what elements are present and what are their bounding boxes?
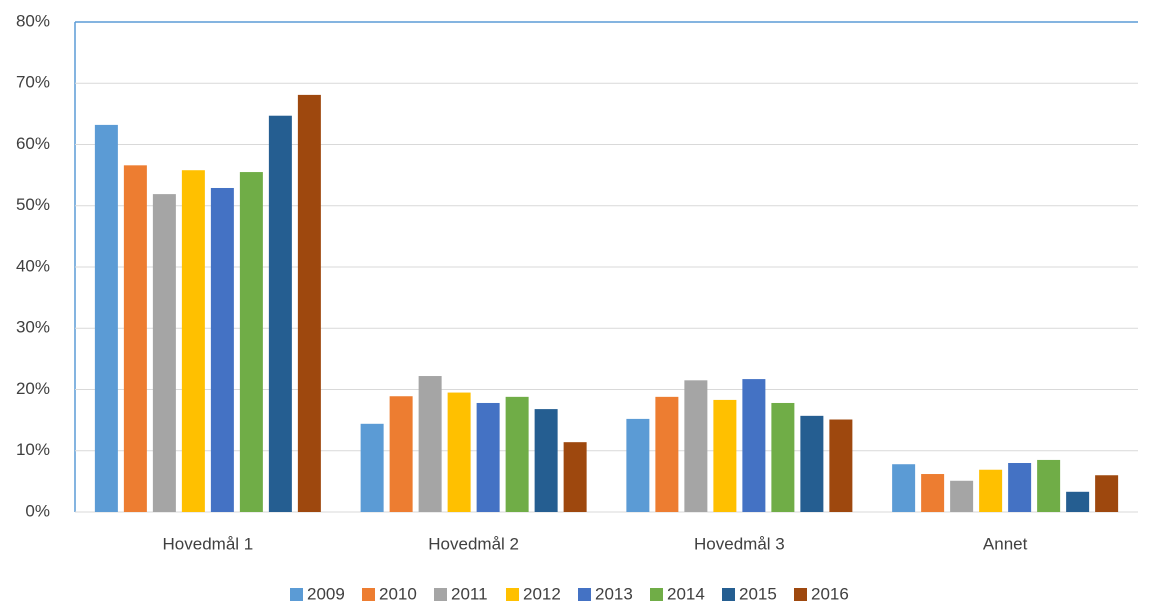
bar bbox=[123, 165, 147, 512]
legend-label: 2011 bbox=[451, 584, 488, 603]
x-tick-label: Hovedmål 1 bbox=[163, 534, 254, 553]
y-tick-label: 40% bbox=[16, 256, 50, 275]
legend-swatch bbox=[506, 588, 519, 601]
bar bbox=[1066, 491, 1090, 512]
bar bbox=[152, 194, 176, 513]
bar bbox=[360, 423, 384, 512]
legend-swatch bbox=[434, 588, 447, 601]
bar bbox=[210, 187, 234, 513]
y-tick-label: 50% bbox=[16, 195, 50, 214]
bar bbox=[1037, 459, 1061, 512]
legend-label: 2012 bbox=[523, 584, 561, 603]
bar bbox=[534, 409, 558, 512]
x-tick-label: Hovedmål 2 bbox=[428, 534, 519, 553]
bar bbox=[1095, 475, 1119, 512]
bar bbox=[771, 402, 795, 512]
y-tick-label: 20% bbox=[16, 379, 50, 398]
x-tick-label: Hovedmål 3 bbox=[694, 534, 785, 553]
bar bbox=[389, 396, 413, 512]
bar bbox=[447, 392, 471, 512]
y-tick-label: 30% bbox=[16, 318, 50, 337]
bar bbox=[505, 396, 529, 512]
legend-swatch bbox=[290, 588, 303, 601]
legend-label: 2015 bbox=[739, 584, 777, 603]
bar bbox=[742, 379, 766, 512]
bar bbox=[921, 474, 945, 512]
legend-label: 2014 bbox=[667, 584, 705, 603]
bar bbox=[950, 480, 974, 512]
bar bbox=[626, 418, 650, 512]
y-tick-label: 0% bbox=[25, 501, 50, 520]
y-tick-label: 60% bbox=[16, 134, 50, 153]
legend-swatch bbox=[794, 588, 807, 601]
bar bbox=[181, 170, 205, 512]
bar bbox=[655, 396, 679, 512]
bar bbox=[829, 419, 853, 512]
bar bbox=[297, 94, 321, 512]
bar bbox=[239, 172, 263, 512]
bar bbox=[268, 115, 292, 513]
bar bbox=[892, 464, 916, 512]
y-tick-label: 10% bbox=[16, 440, 50, 459]
legend-label: 2010 bbox=[379, 584, 417, 603]
legend-label: 2013 bbox=[595, 584, 633, 603]
bar bbox=[684, 380, 708, 512]
legend-label: 2009 bbox=[307, 584, 345, 603]
bar bbox=[713, 399, 737, 512]
bar bbox=[800, 415, 824, 512]
bar bbox=[94, 124, 118, 513]
legend-swatch bbox=[362, 588, 375, 601]
y-tick-label: 80% bbox=[16, 11, 50, 30]
bar bbox=[979, 469, 1003, 512]
bar bbox=[418, 376, 442, 512]
legend-swatch bbox=[650, 588, 663, 601]
bar bbox=[563, 442, 587, 512]
bar bbox=[1008, 463, 1032, 512]
legend-label: 2016 bbox=[811, 584, 849, 603]
bar bbox=[476, 402, 500, 512]
legend-swatch bbox=[578, 588, 591, 601]
legend-swatch bbox=[722, 588, 735, 601]
y-tick-label: 70% bbox=[16, 73, 50, 92]
x-tick-label: Annet bbox=[983, 534, 1028, 553]
